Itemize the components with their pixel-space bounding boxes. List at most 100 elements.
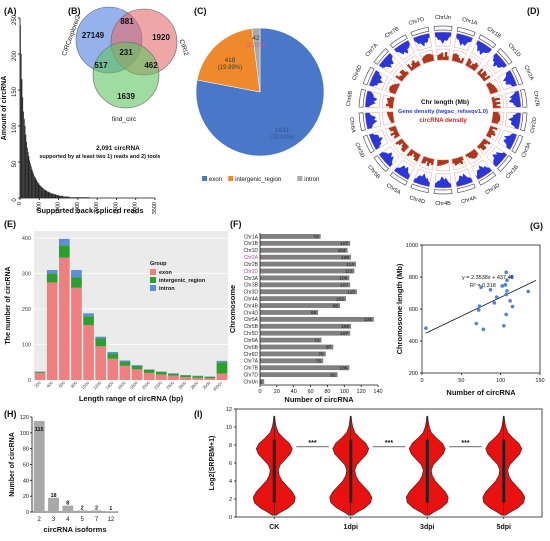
panel-a: (A) 0 50 100 150 200 250 0 500 1000 1500 2000 2500 30…	[0, 0, 160, 215]
panel-g: (G) 200 400 600 800 1000 0 50 100 150 y = 2.3538x …	[390, 215, 550, 415]
a-bar	[53, 193, 54, 198]
d-circ-track-frame	[451, 49, 467, 65]
a-bar	[71, 197, 73, 198]
a-bar	[54, 194, 56, 198]
g-xtick-label: 100	[496, 378, 505, 384]
d-chr-band	[520, 88, 528, 108]
d-circ-density	[388, 125, 397, 131]
f-bar-value: 92	[330, 372, 336, 378]
e-xtick-label: 2000	[141, 380, 152, 391]
panel-e: (E) 0 100 200 300 400 200 400 600 800 1000 1200 1400…	[0, 215, 230, 415]
f-bar	[260, 289, 357, 295]
d-circ-density	[466, 152, 472, 159]
d-gene-track-frame	[504, 90, 522, 109]
panel-i: (I) 0 2 4 6 8 10 12 CK 1dpi 3dpi 5dpi *** *** *** Log2(…	[190, 405, 550, 541]
e-bar-exon	[168, 375, 179, 380]
d-gene-track-frame	[393, 39, 415, 61]
d-gene-density	[368, 70, 383, 87]
e-bar-exon	[155, 374, 167, 380]
a-bar	[26, 141, 27, 198]
panel-label-b: (B)	[68, 6, 81, 16]
f-bar	[260, 323, 352, 329]
g-xtick-label: 150	[535, 378, 544, 384]
a-bar	[84, 197, 86, 198]
d-circ-density	[478, 143, 486, 151]
b-region-only-a: 27149	[82, 31, 105, 40]
g-plot-frame	[421, 244, 541, 374]
f-bar-value: 102	[336, 296, 344, 302]
a-bar	[65, 196, 67, 198]
d-gene-density	[502, 70, 518, 87]
a-bar	[47, 191, 48, 198]
d-circ-density	[488, 86, 497, 92]
e-bar-intron	[95, 336, 107, 339]
chart-h: (H) 0 20 40 60 80 100 120 115 2 18 3 8 4 2 5 2 7 1 12 Number…	[4, 409, 118, 534]
a-bar	[69, 197, 71, 198]
a-bar	[61, 195, 63, 198]
e-xtick-label: 400	[45, 380, 54, 389]
g-point	[500, 284, 505, 288]
a-bar	[26, 147, 28, 198]
g-point	[504, 312, 508, 317]
e-legend-label: intergenic_region	[159, 278, 206, 284]
f-bar-value: 73	[314, 338, 320, 344]
d-circ-density	[469, 63, 475, 70]
g-point	[503, 283, 508, 287]
d-circ-track-frame	[381, 111, 395, 126]
h-ytick-label: 100	[20, 431, 29, 437]
a-bar	[33, 173, 34, 198]
d-circ-density	[401, 142, 407, 148]
a-ylabel: Amount of circRNA	[1, 76, 8, 141]
i-ytick-label: 12	[226, 407, 232, 413]
a-bar	[63, 196, 65, 198]
g-point	[502, 324, 506, 328]
f-bar-value: 5	[260, 379, 263, 385]
f-category-label: Chr5D	[244, 331, 259, 337]
d-circ-density	[489, 127, 494, 131]
d-circ-density	[406, 148, 414, 157]
d-chr-band	[389, 34, 408, 49]
e-bar-exon	[216, 373, 228, 380]
c-slice-value: 418	[225, 57, 236, 64]
a-bar	[64, 196, 66, 198]
d-chr-band	[373, 155, 390, 173]
i-significance-label: ***	[308, 440, 316, 447]
d-circ-density	[388, 116, 394, 120]
d-gene-density	[508, 112, 521, 130]
d-chr-label: Chr1D	[507, 42, 522, 58]
a-bar	[53, 194, 55, 198]
d-chr-band	[511, 66, 524, 86]
a-bar	[68, 196, 70, 198]
e-bar-intron	[46, 270, 58, 274]
h-bar-value: 115	[35, 427, 44, 433]
d-circ-track-frame	[485, 78, 502, 95]
f-category-label: Chr3B	[244, 283, 259, 289]
d-circ-track-frame	[384, 78, 401, 95]
a-xtick-label: 1500	[75, 202, 81, 214]
a-bar	[45, 190, 47, 198]
d-gene-density	[503, 133, 518, 150]
d-circ-density	[413, 152, 420, 161]
a-bar	[78, 197, 80, 198]
i-ylabel: Log2(SRPBM+1)	[209, 436, 216, 491]
a-bar	[40, 186, 42, 198]
d-circ-density	[430, 54, 435, 62]
d-circ-density	[478, 72, 482, 77]
g-point	[509, 275, 514, 279]
a-annotation-1: 2,091 circRNA	[96, 145, 140, 152]
c-legend-swatch	[228, 176, 234, 181]
f-category-label: Chr1D	[244, 248, 259, 254]
f-bar-value: 107	[340, 283, 348, 289]
h-xtick-label: 12	[107, 517, 114, 523]
a-bar	[88, 197, 90, 198]
a-bar	[84, 197, 85, 198]
d-circ-track-frame	[436, 48, 450, 61]
d-chr-label: Chr3A	[521, 142, 533, 159]
d-gene-track-frame	[364, 90, 382, 109]
e-bar-intergenic_region	[107, 353, 119, 359]
d-gene-track-frame	[368, 69, 389, 91]
i-xtick-label: 5dpi	[497, 524, 511, 531]
e-legend-label: intron	[159, 286, 175, 292]
d-circ-density	[492, 115, 501, 119]
h-ytick-label: 120	[20, 415, 29, 421]
